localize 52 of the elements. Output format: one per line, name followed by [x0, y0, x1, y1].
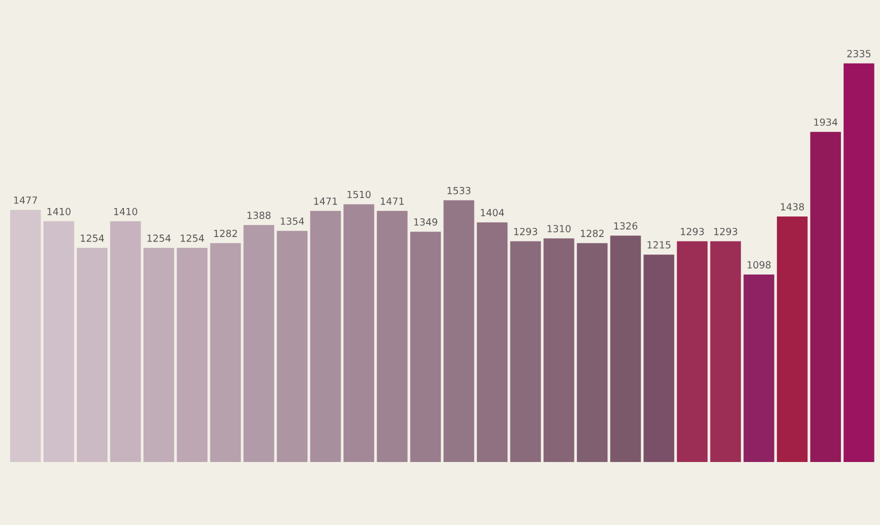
bar — [176, 248, 208, 462]
bar — [544, 238, 574, 462]
bar — [344, 204, 374, 462]
bar — [776, 216, 808, 462]
data-label: 1388 — [248, 212, 271, 219]
data-label: 1215 — [648, 241, 670, 249]
data-label: 1349 — [414, 218, 438, 226]
data-label: 1477 — [14, 196, 38, 204]
bar — [644, 254, 674, 462]
bar — [744, 274, 774, 462]
bar — [276, 230, 308, 462]
data-label: 1533 — [448, 186, 470, 194]
bar — [10, 210, 41, 462]
bar — [576, 243, 608, 462]
data-label: 1326 — [614, 222, 638, 230]
bar — [610, 236, 641, 462]
data-label: 1282 — [580, 230, 604, 238]
bar — [676, 241, 708, 462]
bar — [110, 221, 141, 462]
data-label: 1471 — [314, 198, 337, 205]
data-label: 1293 — [714, 228, 738, 236]
bar — [210, 243, 241, 462]
data-label: 1471 — [380, 198, 404, 205]
data-label: 1404 — [480, 208, 504, 216]
bar — [844, 63, 874, 462]
data-label: 1282 — [214, 230, 237, 238]
bar — [310, 210, 341, 462]
data-label: 1438 — [780, 203, 804, 210]
data-label: 1254 — [80, 234, 104, 242]
data-label: 1934 — [814, 118, 838, 126]
bar — [43, 221, 74, 462]
bar — [244, 225, 274, 462]
data-label: 1098 — [748, 261, 771, 269]
data-label: 1510 — [348, 190, 371, 198]
data-label: 1293 — [514, 228, 538, 236]
bar — [510, 241, 541, 462]
data-label: 2335 — [847, 50, 870, 58]
data-label: 1410 — [114, 208, 138, 216]
data-label: 1410 — [48, 208, 71, 216]
bar — [710, 241, 741, 462]
bar — [410, 232, 441, 462]
data-label: 1293 — [680, 228, 704, 236]
bar — [76, 248, 108, 462]
data-label: 1310 — [548, 224, 571, 232]
bar — [444, 200, 474, 462]
bar — [476, 222, 508, 462]
bar — [810, 132, 841, 462]
data-label: 1254 — [148, 234, 171, 242]
data-label: 1354 — [280, 217, 304, 225]
bar — [143, 248, 174, 462]
data-label: 1254 — [180, 234, 204, 242]
bar — [376, 210, 408, 462]
